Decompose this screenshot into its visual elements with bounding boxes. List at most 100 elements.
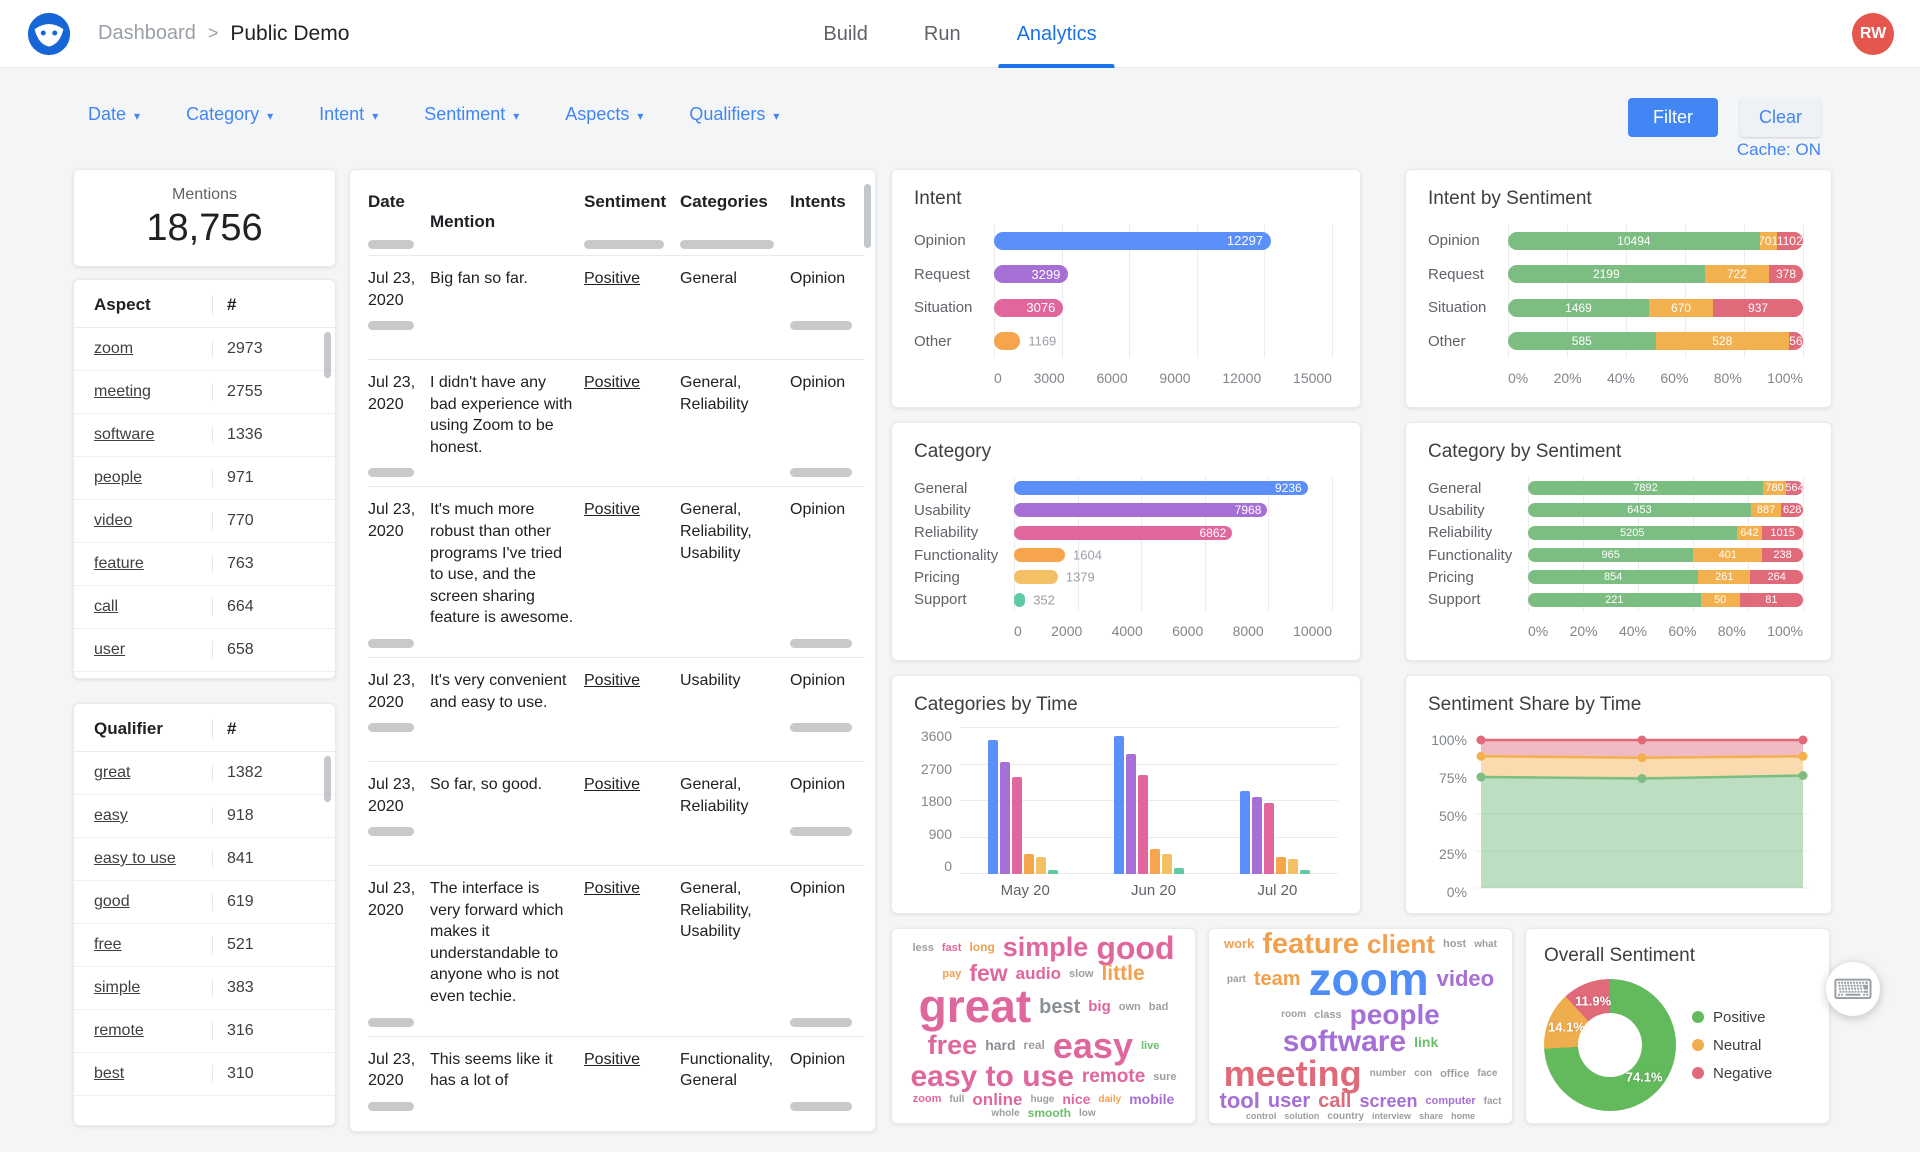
cloud-word[interactable]: home xyxy=(1451,1111,1476,1122)
cloud-word[interactable]: computer xyxy=(1425,1095,1476,1108)
cloud-word[interactable]: own xyxy=(1118,1000,1141,1013)
cloud-word[interactable]: real xyxy=(1023,1038,1045,1053)
h-scrollbar[interactable] xyxy=(790,321,852,331)
h-scrollbar[interactable] xyxy=(368,240,414,249)
cloud-word[interactable]: software xyxy=(1282,1025,1407,1059)
cloud-word[interactable]: people xyxy=(1349,998,1440,1030)
cloud-word[interactable]: sure xyxy=(1153,1071,1177,1084)
sentiment-cell[interactable]: Positive xyxy=(584,270,641,287)
qualifier-link[interactable]: great xyxy=(94,764,131,781)
cloud-word[interactable]: control xyxy=(1245,1111,1277,1122)
h-scrollbar[interactable] xyxy=(368,1017,414,1027)
filter-button[interactable]: Filter xyxy=(1627,98,1718,137)
cloud-word[interactable]: fast xyxy=(941,941,962,954)
cloud-word[interactable]: solution xyxy=(1284,1111,1320,1122)
filter-dropdown-qualifiers[interactable]: Qualifiers ▾ xyxy=(689,104,779,125)
cloud-word[interactable]: best xyxy=(1039,995,1081,1018)
aspect-link[interactable]: meeting xyxy=(94,383,151,400)
cloud-word[interactable]: good xyxy=(1096,929,1175,966)
cloud-word[interactable]: share xyxy=(1419,1111,1444,1122)
cloud-word[interactable]: online xyxy=(972,1089,1023,1109)
qualifier-link[interactable]: free xyxy=(94,936,122,953)
avatar[interactable]: RW xyxy=(1852,12,1894,55)
cloud-word[interactable]: video xyxy=(1436,966,1495,992)
qualifier-link[interactable]: easy to use xyxy=(94,850,176,867)
filter-dropdown-intent[interactable]: Intent ▾ xyxy=(319,104,378,125)
h-scrollbar[interactable] xyxy=(790,468,852,478)
cloud-word[interactable]: bad xyxy=(1148,1000,1169,1013)
cloud-word[interactable]: audio xyxy=(1015,964,1062,984)
qualifier-link[interactable]: remote xyxy=(94,1022,144,1039)
h-scrollbar[interactable] xyxy=(368,827,414,837)
cloud-word[interactable]: con xyxy=(1414,1068,1433,1080)
aspect-link[interactable]: user xyxy=(94,641,126,658)
cloud-word[interactable]: low xyxy=(1079,1107,1096,1119)
cloud-word[interactable]: zoom xyxy=(912,1093,942,1106)
cloud-word[interactable]: smooth xyxy=(1027,1105,1071,1120)
cloud-word[interactable]: daily xyxy=(1098,1093,1122,1105)
sentiment-cell[interactable]: Positive xyxy=(584,775,641,793)
tab-build[interactable]: Build xyxy=(823,22,868,45)
cloud-word[interactable]: remote xyxy=(1081,1066,1146,1088)
h-scrollbar[interactable] xyxy=(368,1101,414,1111)
filter-dropdown-date[interactable]: Date ▾ xyxy=(88,104,140,125)
aspect-link[interactable]: call xyxy=(94,598,119,615)
cloud-word[interactable]: great xyxy=(918,980,1032,1033)
cloud-word[interactable]: easy xyxy=(1052,1024,1133,1066)
h-scrollbar[interactable] xyxy=(790,827,852,837)
qualifier-link[interactable]: simple xyxy=(94,979,141,996)
cloud-word[interactable]: slow xyxy=(1069,968,1094,981)
h-scrollbar[interactable] xyxy=(584,240,664,249)
cloud-word[interactable]: nice xyxy=(1062,1090,1091,1107)
aspect-link[interactable]: people xyxy=(94,469,143,486)
cloud-word[interactable]: pay xyxy=(942,968,962,981)
cloud-word[interactable]: whole xyxy=(991,1107,1020,1119)
cloud-word[interactable]: fact xyxy=(1483,1095,1502,1107)
v-scrollbar[interactable] xyxy=(324,332,331,378)
cloud-word[interactable]: huge xyxy=(1030,1093,1055,1105)
aspect-link[interactable]: video xyxy=(94,512,133,529)
cloud-word[interactable]: mobile xyxy=(1129,1090,1175,1107)
cloud-word[interactable]: host xyxy=(1442,938,1467,951)
cloud-word[interactable]: room xyxy=(1281,1009,1307,1021)
filter-dropdown-category[interactable]: Category ▾ xyxy=(186,104,273,125)
cloud-word[interactable]: work xyxy=(1224,936,1255,952)
cloud-word[interactable]: little xyxy=(1101,962,1145,986)
cloud-word[interactable]: link xyxy=(1414,1033,1439,1050)
cloud-word[interactable]: simple xyxy=(1002,932,1089,963)
filter-dropdown-aspects[interactable]: Aspects ▾ xyxy=(565,104,643,125)
app-logo-icon[interactable] xyxy=(26,11,72,57)
h-scrollbar[interactable] xyxy=(790,638,852,648)
filter-dropdown-sentiment[interactable]: Sentiment ▾ xyxy=(424,104,519,125)
cloud-word[interactable]: full xyxy=(949,1093,965,1105)
cloud-word[interactable]: office xyxy=(1440,1067,1470,1080)
h-scrollbar[interactable] xyxy=(368,638,414,648)
cloud-word[interactable]: easy to use xyxy=(910,1060,1074,1094)
cloud-word[interactable]: client xyxy=(1367,928,1435,959)
cloud-word[interactable]: zoom xyxy=(1308,953,1429,1006)
cloud-word[interactable]: live xyxy=(1140,1039,1160,1052)
h-scrollbar[interactable] xyxy=(368,723,414,733)
sentiment-cell[interactable]: Positive xyxy=(584,671,641,689)
cloud-word[interactable]: big xyxy=(1088,997,1111,1015)
cloud-word[interactable]: few xyxy=(969,960,1008,987)
cloud-word[interactable]: what xyxy=(1474,938,1497,950)
cloud-word[interactable]: long xyxy=(969,940,995,955)
v-scrollbar[interactable] xyxy=(864,184,871,248)
cloud-word[interactable]: face xyxy=(1477,1068,1498,1080)
h-scrollbar[interactable] xyxy=(790,1101,852,1111)
cloud-word[interactable]: less xyxy=(912,941,934,954)
cloud-word[interactable]: free xyxy=(927,1030,978,1061)
cloud-word[interactable]: meeting xyxy=(1223,1052,1362,1094)
h-scrollbar[interactable] xyxy=(680,240,774,249)
cloud-word[interactable]: team xyxy=(1253,968,1301,991)
h-scrollbar[interactable] xyxy=(790,1017,852,1027)
cloud-word[interactable]: number xyxy=(1369,1068,1407,1080)
cloud-word[interactable]: class xyxy=(1314,1008,1342,1021)
v-scrollbar[interactable] xyxy=(324,756,331,802)
sentiment-cell[interactable]: Positive xyxy=(584,879,641,897)
tab-run[interactable]: Run xyxy=(923,22,961,45)
cloud-word[interactable]: part xyxy=(1226,974,1246,986)
clear-button[interactable]: Clear xyxy=(1739,98,1821,137)
aspect-link[interactable]: zoom xyxy=(94,340,134,357)
